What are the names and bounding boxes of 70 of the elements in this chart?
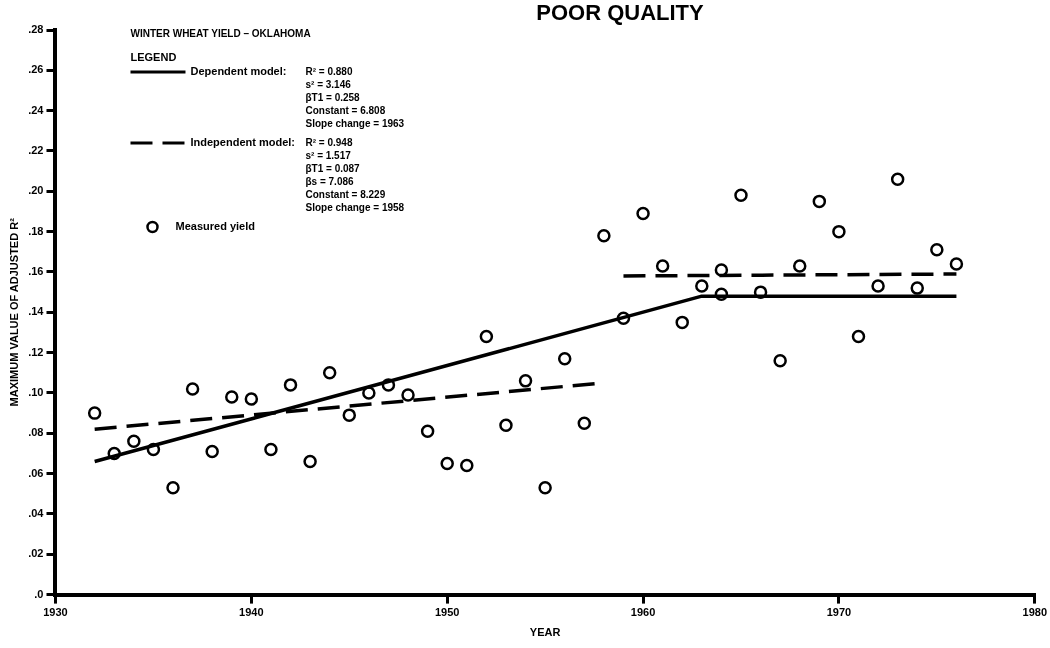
point [597,228,611,243]
x-tick-label: 1960 [630,606,656,619]
point [342,408,357,422]
point [538,480,552,495]
point [479,329,494,344]
point [655,259,670,273]
point [440,456,454,471]
y-tick-label: .14 [28,305,45,318]
point [636,206,650,221]
point [734,188,748,203]
point [205,444,219,459]
point [792,259,807,273]
y-tick-label: .20 [28,184,44,197]
point [577,416,592,430]
annotation: R² = 0.880 s² = 3.146 βT1 = 0.258 Constant = 6.808 Slope change = 1963 [305,65,405,129]
y-tick-label: .04 [28,506,45,519]
y-tick-label: .10 [28,385,44,398]
y-tick-label: .28 [28,23,44,36]
y-tick-label: .22 [28,144,44,157]
x-axis-title: YEAR [529,626,561,639]
x-tick-label: 1950 [434,606,460,619]
y-tick-label: .12 [28,345,44,358]
y-tick-label: .08 [28,426,44,439]
y-axis-title: MAXIMUM VALUE OF ADJUSTED R² [7,217,20,407]
chart-title: POOR QUALITY [536,0,705,26]
y-tick-label: .02 [28,547,44,560]
point [949,257,964,271]
point [890,172,905,186]
point [832,224,846,239]
y-tick-label: .16 [28,265,44,277]
chart-subtitle: WINTER WHEAT YIELD – OKLAHOMA [130,27,311,39]
point [127,434,141,449]
point [714,263,729,277]
point [264,442,278,457]
point [460,458,474,473]
legend-label: Measured yield [175,220,255,233]
x-tick-label: 1970 [826,606,852,619]
x-tick-label: 1940 [239,606,264,619]
x-tick-label: 1980 [1022,606,1048,619]
point [675,315,689,330]
point [225,390,239,404]
legend-label: Dependent model: [190,65,287,78]
legend-title: LEGEND [130,51,177,64]
y-tick-label: .18 [28,224,44,237]
point [420,424,435,439]
point [303,454,317,469]
point [910,281,924,295]
point [244,392,259,406]
point [812,194,827,209]
point [322,366,337,380]
annotation: R² = 0.948 s² = 1.517 βT1 = 0.087 βs = 7.086 Constant = 8.229 Slope change = 1958 [305,136,405,213]
point [166,480,180,495]
point [773,353,787,368]
x-tick-label: 1930 [43,606,68,619]
point [851,329,866,344]
point [185,382,200,396]
point [401,388,415,402]
point [87,406,102,420]
y-tick-label: .26 [28,63,44,76]
legend-label: Independent model: [190,136,295,149]
point [930,243,944,257]
point [557,351,572,366]
y-tick-label: .06 [28,466,44,479]
point [499,418,513,432]
point [518,374,533,388]
point [695,279,709,293]
y-tick-label: .0 [34,587,44,600]
y-tick-label: .24 [28,103,45,116]
point [283,378,298,392]
point [871,279,885,293]
